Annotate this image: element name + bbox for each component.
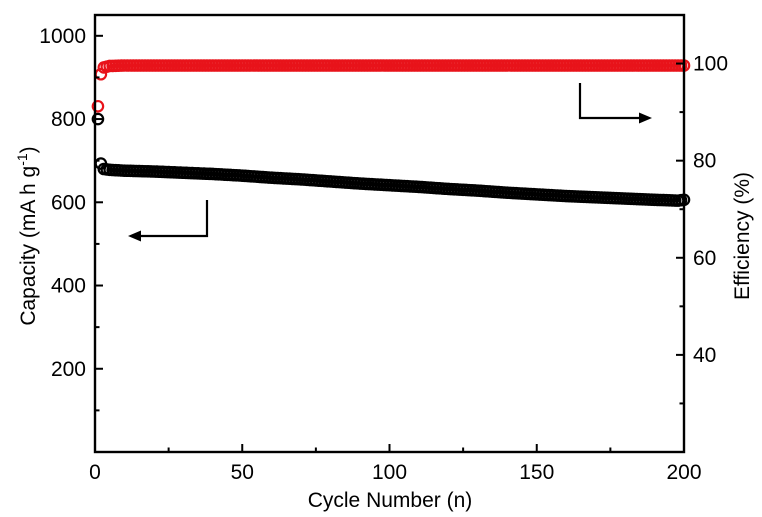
right-tick-label: 100 (693, 53, 728, 76)
right-tick-label: 60 (693, 247, 716, 270)
x-tick-label: 150 (519, 461, 554, 484)
left-tick-label: 1000 (39, 25, 86, 48)
data-point (91, 99, 105, 113)
right-pointing-arrow-icon (578, 83, 640, 120)
left-axis-label: Capacity (mA h g-1) (14, 146, 40, 325)
x-tick-label: 0 (89, 461, 101, 484)
efficiency-series (91, 59, 691, 113)
right-tick-label: 40 (693, 344, 716, 367)
x-axis-label: Cycle Number (n) (308, 489, 473, 512)
data-point (91, 112, 105, 126)
right-tick-label: 80 (693, 150, 716, 173)
left-tick-label: 200 (51, 358, 86, 381)
x-tick-label: 50 (231, 461, 254, 484)
left-arrowhead-icon (128, 230, 141, 242)
axis-labels: Cycle Number (n) Capacity (mA h g-1) Eff… (14, 146, 754, 512)
right-arrowhead-icon (639, 112, 652, 124)
axes: 0 50 100 150 200 200 400 600 800 1000 40 60 80 100 (39, 13, 728, 484)
plot-area (91, 59, 691, 207)
x-tick-label: 200 (666, 461, 701, 484)
capacity-series (91, 112, 691, 207)
left-axis-label-superscript: -1 (14, 153, 30, 166)
left-pointing-arrow-icon (137, 200, 209, 238)
plot-frame (93, 13, 686, 454)
x-tick-label: 100 (372, 461, 407, 484)
left-axis-label-close: ) (17, 146, 40, 153)
right-axis-label: Efficiency (%) (731, 172, 754, 300)
left-tick-label: 800 (51, 108, 86, 131)
left-axis-label-main: Capacity (mA h g (17, 166, 40, 326)
left-tick-label: 400 (51, 275, 86, 298)
left-tick-label: 600 (51, 191, 86, 214)
